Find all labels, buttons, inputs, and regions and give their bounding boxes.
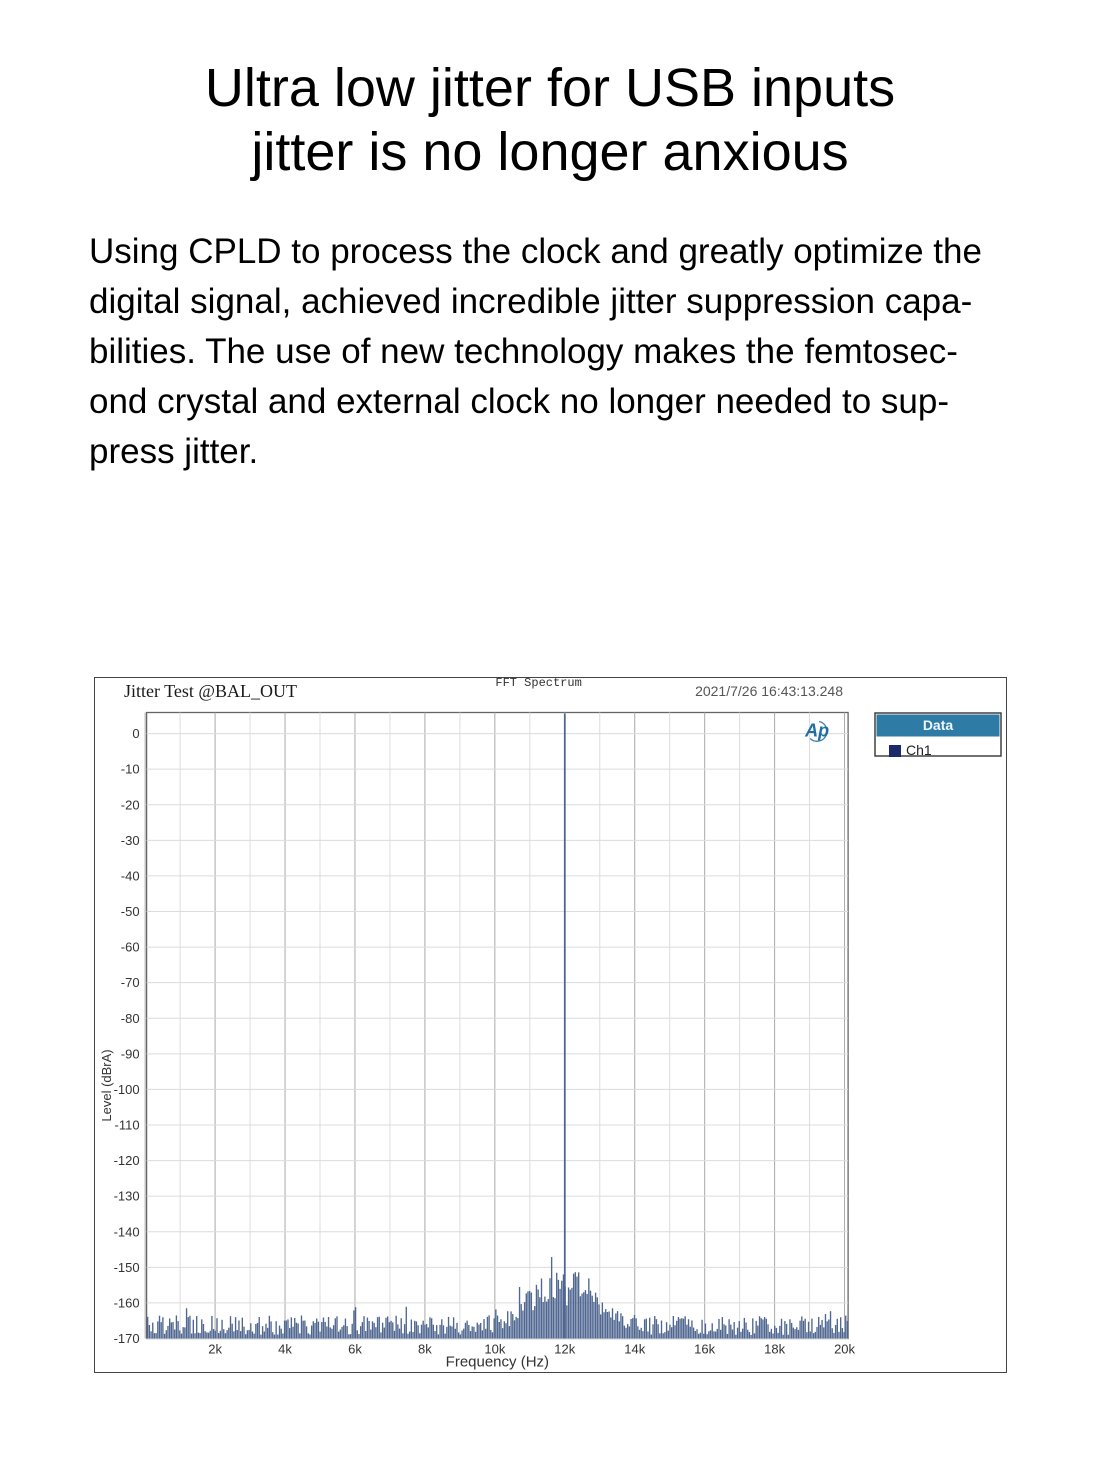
svg-text:-90: -90 (121, 1046, 140, 1061)
svg-text:2021/7/26 16:43:13.248: 2021/7/26 16:43:13.248 (695, 683, 843, 699)
svg-text:-50: -50 (121, 904, 140, 919)
svg-text:-100: -100 (114, 1082, 140, 1097)
svg-text:-20: -20 (121, 797, 140, 812)
svg-text:6k: 6k (348, 1342, 362, 1357)
svg-text:-70: -70 (121, 975, 140, 990)
svg-text:-60: -60 (121, 940, 140, 955)
svg-text:-40: -40 (121, 868, 140, 883)
svg-text:-10: -10 (121, 762, 140, 777)
svg-text:8k: 8k (418, 1342, 432, 1357)
svg-text:4k: 4k (278, 1342, 292, 1357)
svg-text:-140: -140 (114, 1224, 140, 1239)
svg-text:2k: 2k (208, 1342, 222, 1357)
svg-text:Jitter Test @BAL_OUT: Jitter Test @BAL_OUT (124, 681, 297, 701)
svg-text:-150: -150 (114, 1260, 140, 1275)
svg-text:Frequency (Hz): Frequency (Hz) (446, 1354, 549, 1371)
svg-text:-170: -170 (114, 1331, 140, 1346)
svg-text:18k: 18k (764, 1342, 785, 1357)
svg-text:-80: -80 (121, 1011, 140, 1026)
svg-text:20k: 20k (834, 1342, 855, 1357)
svg-text:0: 0 (132, 726, 139, 741)
svg-text:-120: -120 (114, 1153, 140, 1168)
svg-text:12k: 12k (554, 1342, 575, 1357)
svg-text:-110: -110 (115, 1118, 140, 1133)
svg-text:Data: Data (923, 717, 954, 733)
svg-text:Ch1: Ch1 (906, 742, 932, 758)
svg-text:Level (dBrA): Level (dBrA) (99, 1049, 114, 1121)
svg-text:-30: -30 (121, 833, 140, 848)
svg-text:14k: 14k (624, 1342, 645, 1357)
svg-text:-130: -130 (114, 1189, 140, 1204)
svg-text:16k: 16k (694, 1342, 715, 1357)
svg-text:FFT Spectrum: FFT Spectrum (495, 676, 581, 690)
svg-text:-160: -160 (114, 1295, 140, 1310)
